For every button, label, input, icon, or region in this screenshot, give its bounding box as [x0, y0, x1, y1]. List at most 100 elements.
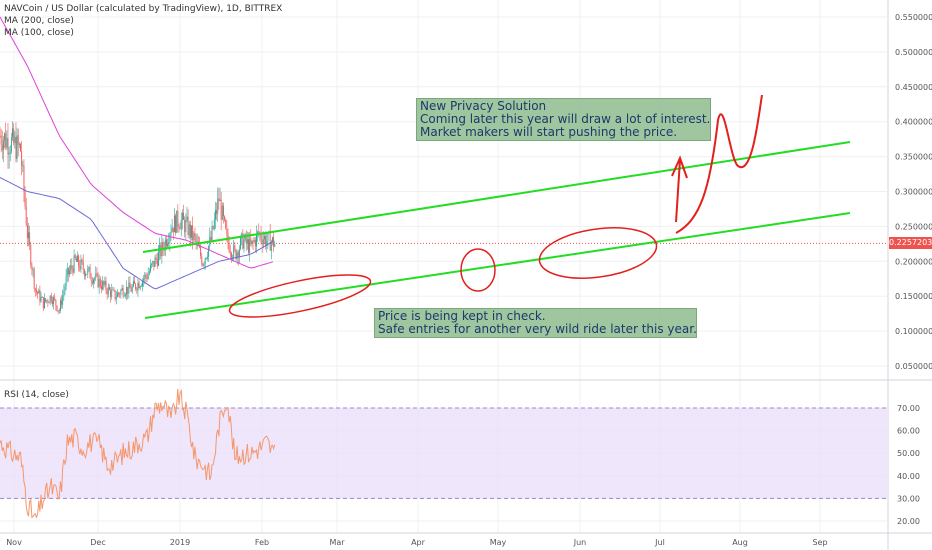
candle-body — [257, 231, 259, 234]
candle-body — [127, 286, 129, 294]
price-tick-label: 0.20000000 — [895, 257, 932, 266]
candle-body — [240, 237, 241, 250]
candle-body — [238, 249, 240, 258]
candle-body — [18, 144, 20, 145]
candle-body — [12, 128, 13, 138]
candle-body — [212, 226, 214, 229]
candle-body — [164, 239, 166, 251]
candle-body — [168, 242, 170, 244]
candle-body — [169, 234, 171, 243]
candle-body — [171, 227, 173, 232]
candle-body — [207, 256, 208, 259]
candle-body — [107, 286, 109, 295]
candle-body — [72, 268, 74, 273]
candle-body — [192, 225, 194, 241]
candle-body — [106, 290, 108, 295]
candle-body — [225, 219, 227, 229]
candle-body — [134, 281, 135, 284]
candle-body — [215, 210, 216, 220]
candle-body — [122, 288, 124, 296]
rsi-bands — [0, 407, 887, 499]
candle-body — [232, 257, 234, 258]
candle-body — [29, 232, 31, 245]
legend-ma200: MA (200, close) — [4, 16, 74, 26]
candle-body — [155, 257, 157, 260]
note-bottom-line: Price is being kept in check. — [378, 309, 546, 323]
candle-body — [158, 251, 159, 266]
candle-body — [181, 212, 183, 221]
candle-body — [126, 286, 127, 295]
candle-body — [177, 210, 179, 227]
candle-body — [208, 246, 210, 257]
candle-body — [253, 240, 255, 242]
candle-body — [189, 224, 191, 238]
channel-upper-line — [142, 141, 851, 253]
candle-body — [194, 233, 196, 237]
candle-body — [20, 144, 21, 152]
price-tick-label: 0.35000000 — [895, 153, 932, 162]
candle-body — [63, 290, 65, 296]
price-tick-label: 0.50000000 — [895, 48, 932, 57]
rsi-tick-label: 70.00 — [897, 404, 920, 413]
channel-lower-line — [144, 212, 851, 319]
candle-body — [272, 237, 273, 243]
note-bottom: Price is being kept in check. Safe entri… — [374, 308, 697, 338]
candle-body — [147, 273, 149, 279]
candle-body — [173, 215, 175, 233]
candle-body — [7, 137, 9, 155]
candle-body — [41, 297, 43, 299]
time-tick-label: Jul — [654, 538, 665, 547]
candle-body — [163, 248, 165, 251]
highlight-ellipse — [228, 274, 372, 318]
candle-body — [261, 239, 263, 245]
candle-body — [241, 233, 243, 238]
price-tick-label: 0.40000000 — [895, 118, 932, 127]
candle-body — [123, 295, 125, 297]
highlight-circle — [460, 248, 496, 292]
time-tick-label: Dec — [90, 538, 105, 547]
candle-body — [83, 269, 85, 276]
candle-body — [235, 249, 237, 260]
hand-drawn-annotations — [228, 94, 763, 318]
candle-body — [170, 231, 172, 235]
candle-body — [91, 280, 93, 284]
candle-body — [51, 301, 53, 305]
candle-body — [262, 239, 264, 245]
highlight-ellipse — [538, 227, 658, 279]
candle-body — [273, 237, 275, 247]
candle-body — [144, 274, 146, 279]
price-tick-label: 0.30000000 — [895, 188, 932, 197]
candle-body — [140, 285, 142, 287]
candle-body — [62, 295, 64, 305]
candle-body — [230, 253, 232, 258]
candle-body — [203, 263, 205, 266]
candle-body — [102, 281, 104, 290]
rsi-line — [0, 388, 276, 519]
candle-body — [104, 280, 106, 286]
note-top-line: Market makers will start pushing the pri… — [420, 125, 678, 139]
candle-body — [199, 245, 200, 248]
candle-body — [99, 279, 101, 287]
candle-body — [183, 212, 184, 220]
price-tick-label: 0.55000000 — [895, 13, 932, 22]
candle-body — [25, 206, 27, 226]
candle-body — [222, 205, 224, 217]
time-tick-label: Jun — [573, 538, 587, 547]
legend: NAVCoin / US Dollar (calculated by Tradi… — [4, 3, 282, 39]
candle-body — [32, 269, 34, 271]
time-tick-label: 2019 — [170, 538, 190, 547]
candle-body — [5, 133, 7, 148]
candle-body — [42, 297, 44, 309]
candle-body — [8, 153, 10, 155]
candle-body — [152, 261, 154, 264]
candle-body — [250, 238, 252, 245]
candle-body — [17, 135, 19, 145]
candle-body — [14, 136, 16, 143]
candle-body — [160, 245, 162, 257]
candle-body — [204, 258, 206, 264]
candle-body — [202, 264, 204, 266]
candle-body — [73, 255, 75, 273]
projection-path — [675, 94, 763, 234]
